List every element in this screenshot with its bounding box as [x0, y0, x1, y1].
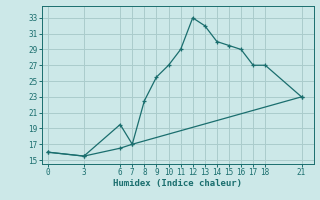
X-axis label: Humidex (Indice chaleur): Humidex (Indice chaleur)	[113, 179, 242, 188]
